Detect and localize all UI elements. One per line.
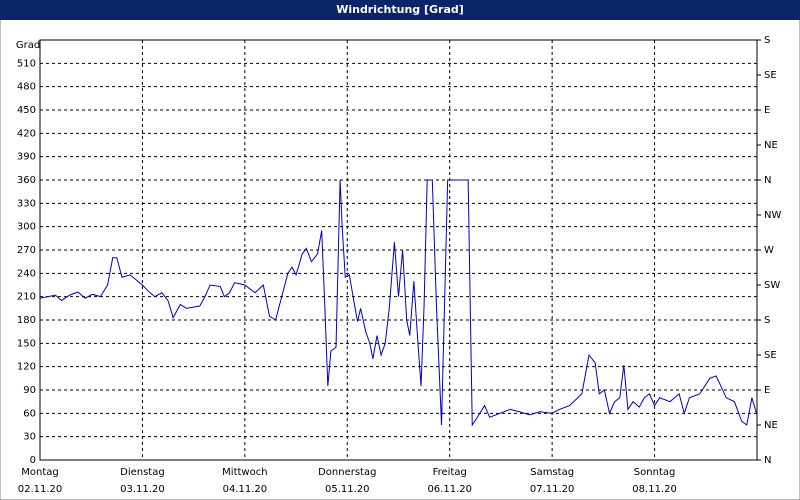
x-tick-label: Mittwoch <box>222 467 267 478</box>
y2-tick-label: SE <box>764 70 777 81</box>
y-tick-label: 270 <box>17 245 36 256</box>
y-tick-label: 300 <box>17 222 36 233</box>
x-tick-label: Freitag <box>433 467 467 478</box>
y-tick-label: 90 <box>23 385 36 396</box>
x-tick-date: 08.11.20 <box>632 484 677 495</box>
x-tick-label: Donnerstag <box>318 467 376 478</box>
y-tick-label: 420 <box>17 128 36 139</box>
y2-tick-label: N <box>764 455 771 466</box>
x-tick-label: Samstag <box>530 467 574 478</box>
y2-tick-label: SW <box>764 280 780 291</box>
x-tick-date: 05.11.20 <box>325 484 370 495</box>
x-tick-date: 02.11.20 <box>18 484 63 495</box>
y2-tick-label: W <box>764 245 774 256</box>
y-tick-label: 240 <box>17 268 36 279</box>
y-tick-label: 360 <box>17 175 36 186</box>
chart-title: Windrichtung [Grad] <box>336 3 464 16</box>
y-tick-label: 330 <box>17 198 36 209</box>
y-tick-label: 30 <box>23 432 36 443</box>
y2-tick-label: NE <box>764 140 778 151</box>
y-tick-label: 60 <box>23 408 36 419</box>
x-tick-date: 04.11.20 <box>223 484 268 495</box>
y2-tick-label: E <box>764 385 770 396</box>
x-tick-label: Sonntag <box>634 467 676 478</box>
x-tick-date: 06.11.20 <box>427 484 472 495</box>
data-line <box>39 179 758 427</box>
plot-area <box>39 39 758 461</box>
y-tick-label: 180 <box>17 315 36 326</box>
y-tick-label: 0 <box>30 455 36 466</box>
y2-tick-label: N <box>764 175 771 186</box>
y2-tick-label: NW <box>764 210 781 221</box>
y2-tick-label: E <box>764 105 770 116</box>
y2-tick-label: S <box>764 35 770 46</box>
y-tick-label: 480 <box>17 82 36 93</box>
y-tick-label: 150 <box>17 338 36 349</box>
y-tick-label: 210 <box>17 292 36 303</box>
title-bar <box>0 0 800 20</box>
y-tick-label: 450 <box>17 105 36 116</box>
x-tick-date: 07.11.20 <box>530 484 575 495</box>
y2-tick-label: S <box>764 315 770 326</box>
x-tick-label: Dienstag <box>120 467 165 478</box>
y-tick-label: 510 <box>17 58 36 69</box>
y-axis-label: Grad <box>16 40 40 51</box>
x-tick-label: Montag <box>21 467 58 478</box>
y2-tick-label: NE <box>764 420 778 431</box>
y-tick-label: 390 <box>17 152 36 163</box>
y2-tick-label: SE <box>764 350 777 361</box>
x-tick-date: 03.11.20 <box>120 484 165 495</box>
y-tick-label: 120 <box>17 362 36 373</box>
